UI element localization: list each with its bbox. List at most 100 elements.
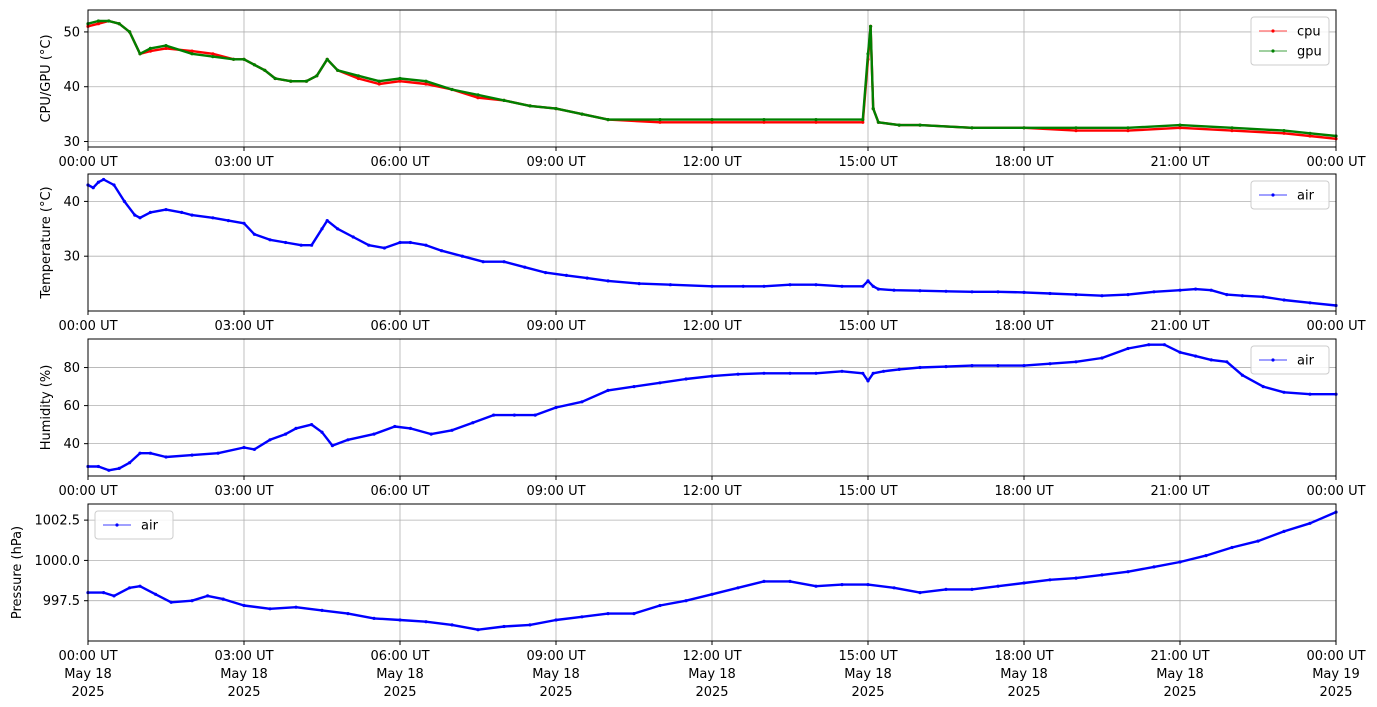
data-point xyxy=(476,93,480,97)
x-tick-label: 03:00 UT xyxy=(214,155,273,170)
data-point xyxy=(1308,301,1312,305)
data-point xyxy=(1178,126,1182,130)
data-point xyxy=(492,413,496,417)
data-point xyxy=(580,615,584,619)
panel-2: 30 40 Temperature (°C) 00:00 UT 03:00 UT 06:0… xyxy=(39,173,1366,334)
data-point xyxy=(762,120,766,124)
data-point xyxy=(944,587,948,592)
data-point xyxy=(788,579,792,584)
data-point xyxy=(1152,290,1156,294)
data-point xyxy=(128,30,132,34)
data-point xyxy=(107,468,111,472)
data-point xyxy=(1240,294,1244,298)
data-point xyxy=(814,120,818,124)
data-point xyxy=(268,438,272,442)
data-point xyxy=(762,118,766,122)
data-point xyxy=(320,430,324,434)
x-tick-label: 18:00 UT xyxy=(994,155,1053,170)
data-point xyxy=(861,371,865,375)
data-point xyxy=(96,464,100,469)
data-point xyxy=(1074,576,1078,580)
data-point xyxy=(585,276,589,280)
data-point xyxy=(1074,129,1078,133)
data-point xyxy=(918,289,922,293)
data-point xyxy=(242,57,246,61)
data-point xyxy=(190,52,194,56)
legend: air xyxy=(1250,180,1330,210)
legend-label-gpu: gpu xyxy=(1297,45,1322,60)
data-point xyxy=(1261,385,1265,389)
x-tick-year: 2025 xyxy=(227,685,260,700)
data-point xyxy=(1204,554,1208,558)
legend-marker xyxy=(1271,29,1275,33)
data-point xyxy=(310,423,314,427)
x-tick-year: 2025 xyxy=(695,685,728,700)
x-tick-label: 03:00 UT xyxy=(214,319,273,334)
data-point xyxy=(315,74,319,78)
data-point xyxy=(252,232,256,236)
x-tick-year: 2025 xyxy=(1163,685,1196,700)
x-tick-label: 09:00 UT xyxy=(526,484,585,499)
data-point xyxy=(190,599,194,603)
data-point xyxy=(996,584,1000,588)
x-tick-label: 18:00 UT xyxy=(994,484,1053,499)
x-tick-label: 21:00 UT xyxy=(1150,319,1209,334)
data-point xyxy=(1022,126,1026,130)
data-point xyxy=(632,385,636,389)
data-point xyxy=(710,118,714,122)
data-point xyxy=(866,279,870,283)
data-point xyxy=(736,372,740,376)
data-point xyxy=(1048,362,1052,366)
data-point xyxy=(869,24,873,28)
data-point xyxy=(970,587,974,592)
data-point xyxy=(502,624,506,629)
data-point xyxy=(970,290,974,294)
x-tick-label: 09:00 UT xyxy=(526,319,585,334)
data-point xyxy=(736,586,740,590)
legend-marker xyxy=(1271,193,1275,197)
x-tick-label: 09:00 UT xyxy=(526,155,585,170)
data-point xyxy=(96,180,100,184)
data-point xyxy=(1162,343,1166,347)
data-point xyxy=(788,283,792,287)
data-point xyxy=(398,76,402,81)
data-point xyxy=(1178,288,1182,292)
x-tick-label: 00:00 UT xyxy=(1306,649,1365,664)
data-point xyxy=(450,428,454,432)
data-point xyxy=(762,579,766,584)
data-point xyxy=(164,44,168,48)
data-point xyxy=(346,612,350,616)
y-tick-label: 40 xyxy=(63,195,80,210)
y-tick-label: 60 xyxy=(63,399,80,414)
data-point xyxy=(424,243,428,247)
data-point xyxy=(876,120,881,124)
data-point xyxy=(1126,293,1130,297)
data-point xyxy=(528,623,532,627)
data-point xyxy=(512,413,517,417)
x-tick-label: 06:00 UT xyxy=(370,319,429,334)
data-point xyxy=(211,216,215,220)
data-point xyxy=(554,107,558,111)
data-point xyxy=(294,605,298,609)
data-point xyxy=(310,243,314,247)
data-point xyxy=(128,586,132,590)
x-tick-label: 00:00 UT xyxy=(1306,484,1365,499)
data-point xyxy=(1308,392,1312,396)
data-point xyxy=(325,57,329,61)
data-point xyxy=(398,240,402,245)
data-point xyxy=(1048,291,1052,296)
data-point xyxy=(1282,529,1286,534)
data-point xyxy=(424,620,428,624)
data-point xyxy=(1178,350,1182,354)
x-tick-label: 21:00 UT xyxy=(1150,484,1209,499)
x-tick-year: 2025 xyxy=(851,685,884,700)
data-point xyxy=(710,592,714,596)
data-point xyxy=(1126,129,1130,133)
y-tick-label: 50 xyxy=(63,25,80,40)
data-point xyxy=(606,118,610,122)
data-point xyxy=(637,282,641,286)
data-point xyxy=(606,612,610,616)
y-tick-label: 1002.5 xyxy=(35,514,81,529)
data-point xyxy=(164,208,168,212)
